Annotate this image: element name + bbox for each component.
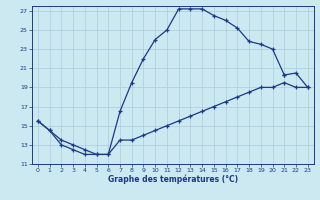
X-axis label: Graphe des températures (°C): Graphe des températures (°C) xyxy=(108,175,238,184)
